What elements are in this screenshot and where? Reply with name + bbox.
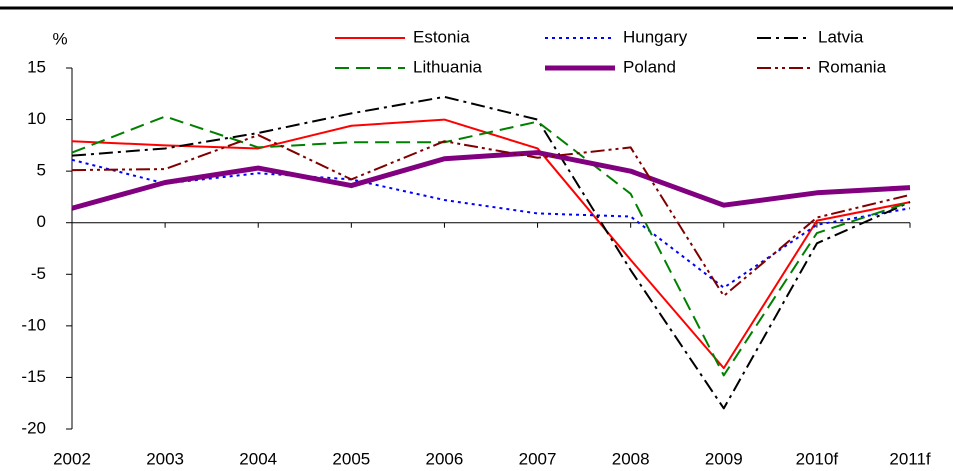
legend-label: Estonia xyxy=(413,27,470,46)
series-line xyxy=(71,95,911,410)
x-tick-label: 2010f xyxy=(796,449,839,468)
y-tick-label: 0 xyxy=(37,212,46,231)
legend-label: Latvia xyxy=(818,27,864,46)
legend-label: Romania xyxy=(818,57,887,76)
x-tick-label: 2002 xyxy=(53,449,91,468)
y-tick-label: -5 xyxy=(31,264,46,283)
x-tick-label: 2005 xyxy=(332,449,370,468)
legend-label: Poland xyxy=(623,57,676,76)
y-tick-label: -15 xyxy=(21,367,46,386)
y-axis-label: % xyxy=(52,29,67,48)
x-tick-label: 2004 xyxy=(239,449,277,468)
y-tick-label: -20 xyxy=(21,418,46,437)
series-line xyxy=(71,115,911,377)
x-tick-label: 2011f xyxy=(889,449,931,468)
y-tick-label: 10 xyxy=(27,109,46,128)
y-tick-label: -10 xyxy=(21,315,46,334)
series-line xyxy=(71,134,911,297)
y-tick-label: 15 xyxy=(27,57,46,76)
series-line xyxy=(71,150,911,211)
legend-label: Hungary xyxy=(623,27,688,46)
x-tick-label: 2008 xyxy=(612,449,650,468)
y-tick-label: 5 xyxy=(37,161,46,180)
series-line xyxy=(71,118,911,370)
x-tick-label: 2007 xyxy=(519,449,557,468)
legend-label: Lithuania xyxy=(413,57,483,76)
x-tick-label: 2006 xyxy=(426,449,464,468)
x-tick-label: 2003 xyxy=(146,449,184,468)
series-line xyxy=(71,158,911,289)
x-tick-label: 2009 xyxy=(705,449,743,468)
